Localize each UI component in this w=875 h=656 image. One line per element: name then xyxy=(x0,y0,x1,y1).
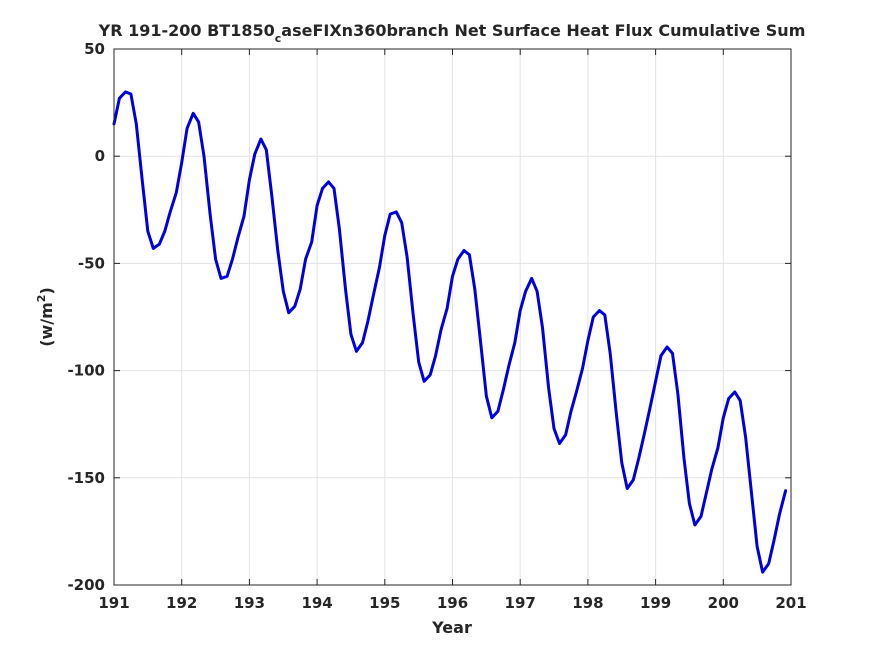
y-axis-label: (w/m2) xyxy=(35,287,56,347)
y-axis-label-superscript: 2 xyxy=(35,295,48,303)
x-tick-label: 197 xyxy=(505,594,536,612)
x-tick-label: 194 xyxy=(301,594,332,612)
series-line xyxy=(112,90,788,574)
chart-title-subscript: c xyxy=(275,32,282,45)
y-tick-label: -50 xyxy=(78,254,105,272)
tick-marks xyxy=(113,48,792,586)
x-tick-label: 199 xyxy=(640,594,671,612)
y-tick-label: 0 xyxy=(95,147,105,165)
y-axis-label-base: (w/m xyxy=(37,302,56,347)
y-tick-label: -100 xyxy=(67,362,105,380)
x-tick-label: 201 xyxy=(775,594,806,612)
y-tick-labels: -200 -150 -100 -50 0 50 xyxy=(67,40,105,594)
y-tick-label: -150 xyxy=(67,469,105,487)
x-tick-label: 192 xyxy=(166,594,197,612)
chart-title-rest: aseFIXn360branch Net Surface Heat Flux C… xyxy=(281,21,805,40)
x-axis-label: Year xyxy=(431,618,472,637)
y-axis-label-close: ) xyxy=(37,287,56,294)
chart-title: YR 191-200 BT1850caseFIXn360branch Net S… xyxy=(98,21,806,45)
x-tick-label: 200 xyxy=(708,594,739,612)
x-tick-label: 191 xyxy=(98,594,129,612)
x-tick-label: 196 xyxy=(437,594,468,612)
x-tick-label: 195 xyxy=(369,594,400,612)
x-tick-labels: 191 192 193 194 195 196 197 198 199 200 201 xyxy=(98,594,806,612)
x-tick-label: 193 xyxy=(234,594,265,612)
y-tick-label: 50 xyxy=(84,40,105,58)
chart-title-main: YR 191-200 BT1850 xyxy=(98,21,275,40)
y-tick-label: -200 xyxy=(67,576,105,594)
series-layer xyxy=(112,90,788,574)
x-tick-label: 198 xyxy=(572,594,603,612)
